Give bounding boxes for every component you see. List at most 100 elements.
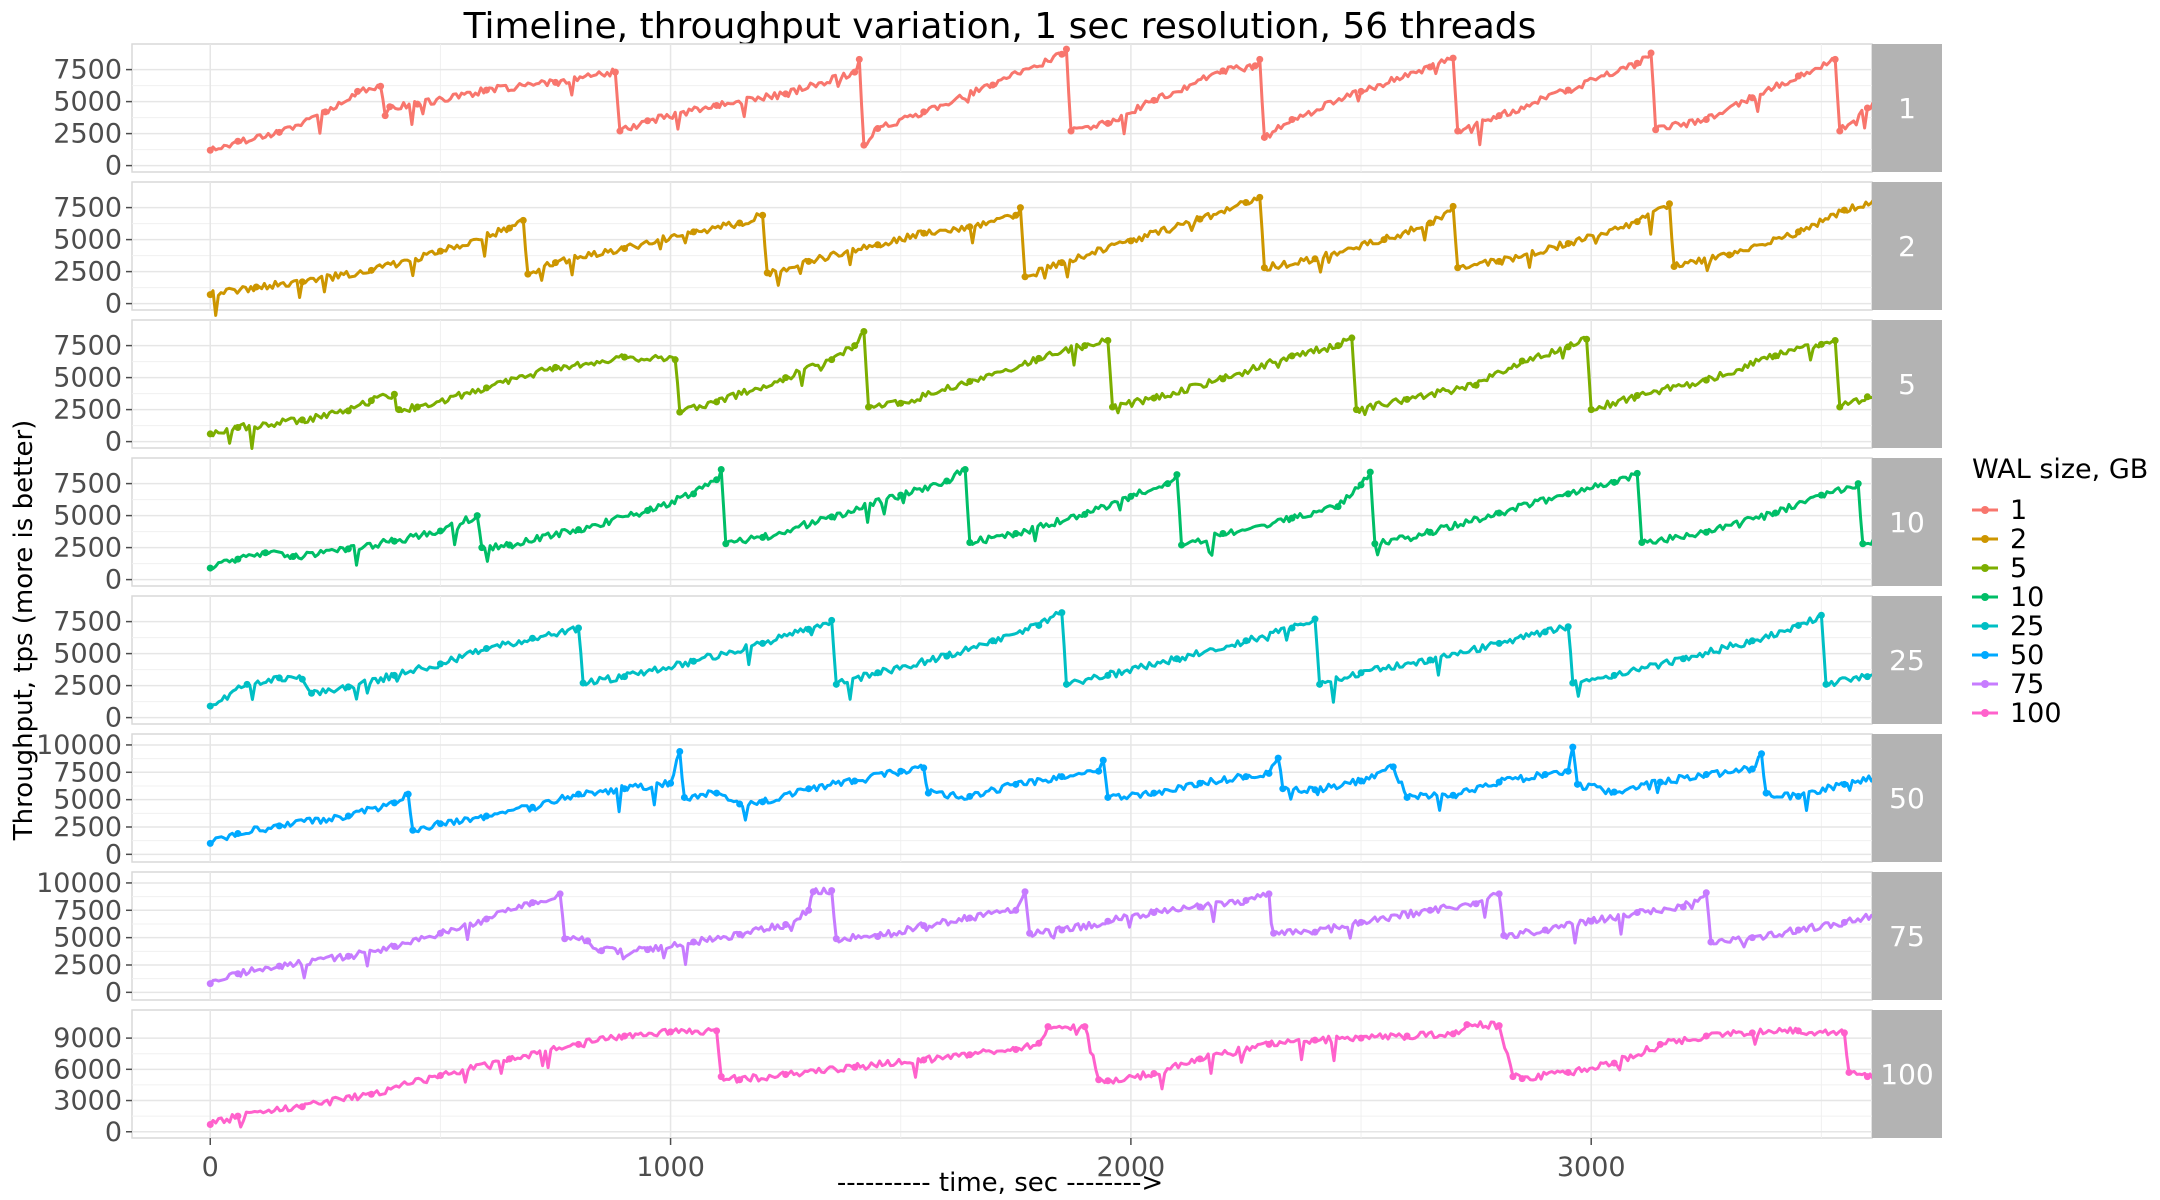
data-point — [234, 970, 242, 978]
data-point — [680, 793, 688, 801]
data-point — [1357, 1034, 1365, 1042]
data-point — [1035, 621, 1043, 629]
data-point — [1173, 471, 1181, 479]
y-tick-label: 2500 — [53, 671, 122, 702]
legend-item-75: 75 — [1972, 669, 2044, 700]
x-tick-label: 0 — [202, 1152, 219, 1183]
data-point — [1104, 119, 1112, 127]
y-tick-label: 6000 — [53, 1054, 122, 1085]
data-point — [1403, 395, 1411, 403]
data-point — [1587, 406, 1595, 414]
data-point — [390, 537, 398, 545]
series-line-10 — [210, 467, 1915, 571]
data-point — [1748, 94, 1756, 102]
data-point — [1334, 503, 1342, 511]
data-point — [1564, 490, 1572, 498]
data-point — [717, 466, 725, 474]
data-point — [644, 946, 652, 954]
data-point — [598, 947, 606, 955]
data-point — [713, 476, 721, 484]
legend-key-point — [1981, 622, 1989, 630]
data-point — [1265, 769, 1273, 777]
data-point — [1863, 104, 1871, 112]
data-point — [308, 689, 316, 697]
facet-strip — [1872, 1010, 1942, 1138]
data-point — [1794, 72, 1802, 80]
legend-label: 5 — [2010, 553, 2027, 584]
data-point — [1150, 394, 1158, 402]
data-point — [1357, 777, 1365, 785]
data-point — [782, 90, 790, 98]
data-point — [1127, 492, 1135, 500]
data-point — [344, 812, 352, 820]
data-point — [1587, 917, 1595, 925]
data-point — [1352, 406, 1360, 414]
data-point — [1357, 918, 1365, 926]
data-point — [1035, 1039, 1043, 1047]
data-point — [920, 1056, 928, 1064]
data-point — [381, 112, 389, 120]
y-tick-label: 2500 — [53, 812, 122, 843]
data-point — [1679, 903, 1687, 911]
legend-key-point — [1981, 593, 1989, 601]
data-point — [920, 922, 928, 930]
data-point — [1426, 219, 1434, 227]
data-point — [1518, 1075, 1526, 1083]
data-point — [528, 803, 536, 811]
data-point — [575, 526, 583, 534]
data-point — [1822, 680, 1830, 688]
data-point — [1454, 264, 1462, 272]
data-point — [966, 1051, 974, 1059]
data-point — [1219, 530, 1227, 538]
data-point — [676, 748, 684, 756]
data-point — [1279, 785, 1287, 793]
data-point — [1021, 888, 1029, 896]
y-tick-label: 7500 — [53, 193, 122, 224]
data-point — [1357, 669, 1365, 677]
data-point — [1702, 1032, 1710, 1040]
data-point — [275, 128, 283, 136]
data-point — [736, 800, 744, 808]
legend-item-5: 5 — [1972, 553, 2027, 584]
data-point — [1817, 611, 1825, 619]
legend-label: 25 — [2010, 611, 2044, 642]
data-point — [1840, 206, 1848, 214]
data-point — [1173, 655, 1181, 663]
data-point — [874, 933, 882, 941]
data-point — [782, 1071, 790, 1079]
facet-strip-label: 100 — [1880, 1058, 1933, 1091]
data-point — [1863, 673, 1871, 681]
data-point — [1656, 778, 1664, 786]
data-point — [759, 798, 767, 806]
data-point — [1062, 680, 1070, 688]
data-point — [713, 1027, 721, 1035]
data-point — [354, 87, 362, 95]
data-point — [1067, 127, 1075, 135]
data-point — [524, 270, 532, 278]
data-point — [1449, 791, 1457, 799]
y-tick-label: 2500 — [53, 533, 122, 564]
y-tick-label: 2500 — [53, 395, 122, 426]
data-point — [528, 634, 536, 642]
data-point — [206, 1120, 214, 1128]
data-point — [551, 259, 559, 267]
data-point — [1748, 934, 1756, 942]
data-point — [1062, 45, 1070, 53]
data-point — [206, 430, 214, 438]
data-point — [943, 477, 951, 485]
data-point — [321, 108, 329, 116]
data-point — [1854, 480, 1862, 488]
legend-key-point — [1981, 651, 1989, 659]
data-point — [1357, 481, 1365, 489]
data-point — [1251, 62, 1259, 70]
data-point — [611, 68, 619, 76]
data-point — [805, 906, 813, 914]
legend-item-2: 2 — [1972, 524, 2027, 555]
data-point — [344, 952, 352, 960]
data-point — [575, 790, 583, 798]
data-point — [1449, 1030, 1457, 1038]
data-point — [1725, 251, 1733, 259]
data-point — [621, 245, 629, 253]
